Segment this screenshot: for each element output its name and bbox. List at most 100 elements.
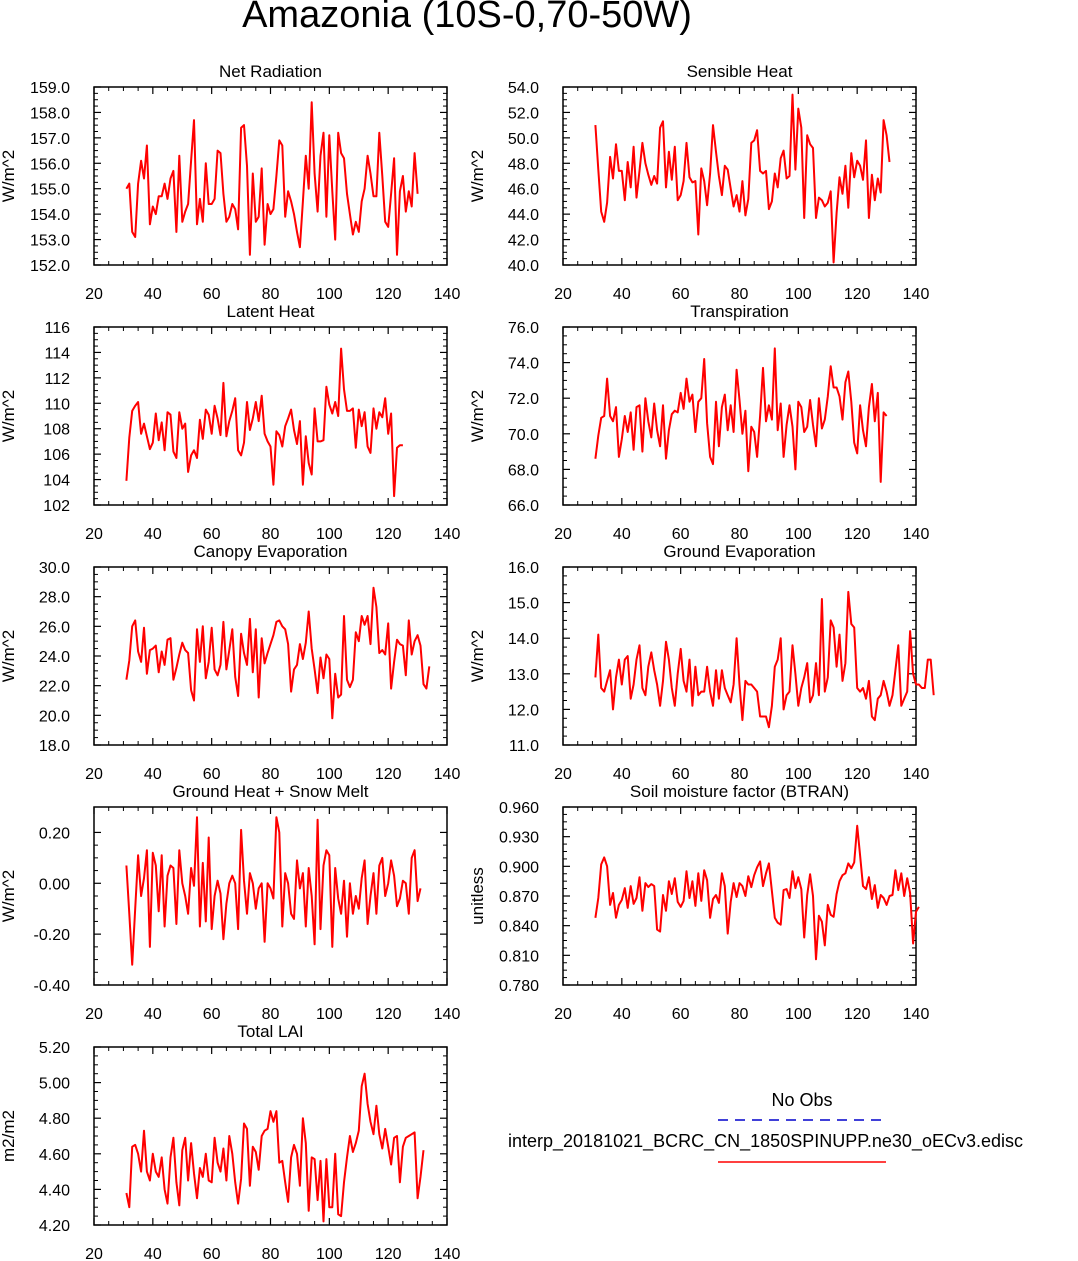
y-tick-label: 104 [43, 473, 70, 490]
x-tick-label: 20 [554, 766, 572, 783]
legend-label-obs: No Obs [771, 1090, 832, 1110]
plot-frame [562, 806, 917, 986]
panel-6: 20 40 60 80 100 120 140 11.0 12.0 13.0 14.0 15.0 16.… [468, 542, 935, 783]
series-line [594, 824, 920, 961]
y-tick-label: 52.0 [508, 105, 539, 122]
x-tick-label: 140 [903, 286, 930, 303]
series-line [594, 347, 888, 483]
panel-5: 20 40 60 80 100 120 140 18.0 20.0 22.0 24.0 26.0 28.… [0, 542, 460, 783]
x-tick-label: 100 [316, 286, 343, 303]
y-tick-label: 54.0 [508, 80, 539, 97]
y-tick-label: 0.870 [499, 889, 539, 906]
series-line [594, 590, 935, 729]
y-tick-label: 68.0 [508, 462, 539, 479]
y-tick-label: 110 [44, 396, 70, 413]
x-tick-label: 100 [785, 526, 812, 543]
y-tick-label: 5.00 [39, 1076, 70, 1093]
series-line [125, 586, 431, 720]
y-tick-label: 11.0 [509, 738, 539, 755]
x-tick-label: 80 [731, 766, 749, 783]
y-tick-label: 16.0 [508, 560, 539, 577]
x-tick-label: 20 [554, 526, 572, 543]
y-tick-label: 4.40 [39, 1182, 70, 1199]
x-tick-label: 80 [262, 1006, 280, 1023]
y-tick-label: 0.900 [499, 859, 539, 876]
series-line [125, 1072, 425, 1223]
x-tick-label: 80 [731, 286, 749, 303]
y-tick-label: 4.20 [39, 1218, 70, 1235]
y-axis-label: W/m^2 [0, 150, 18, 202]
y-tick-label: 66.0 [508, 498, 539, 515]
y-tick-label: 44.0 [508, 207, 539, 224]
x-tick-label: 40 [613, 526, 631, 543]
legend-label-model: interp_20181021_BCRC_CN_1850SPINUPP.ne30… [508, 1131, 1023, 1152]
series-line [125, 101, 419, 256]
y-tick-label: 4.60 [39, 1147, 70, 1164]
x-tick-label: 140 [434, 1246, 461, 1261]
y-tick-label: 155.0 [30, 182, 70, 199]
x-tick-label: 40 [144, 526, 162, 543]
y-tick-label: 50.0 [508, 131, 539, 148]
panel-title: Ground Evaporation [663, 542, 815, 561]
y-tick-label: 152.0 [30, 258, 70, 275]
y-tick-label: 5.20 [39, 1040, 70, 1057]
y-tick-label: 70.0 [508, 427, 539, 444]
x-tick-label: 60 [672, 286, 690, 303]
y-tick-label: 72.0 [508, 391, 539, 408]
panel-7: 20 40 60 80 100 120 140 -0.40 -0.20 0.00 0.20 Groun… [0, 782, 460, 1023]
y-axis-label: W/m^2 [468, 630, 487, 682]
y-tick-label: 22.0 [39, 679, 70, 696]
y-tick-label: 0.00 [39, 876, 70, 893]
x-tick-label: 120 [844, 526, 871, 543]
y-tick-label: 157.0 [30, 131, 70, 148]
x-tick-label: 120 [375, 1246, 402, 1261]
x-tick-label: 100 [785, 766, 812, 783]
y-tick-label: 48.0 [508, 156, 539, 173]
panel-title: Ground Heat + Snow Melt [172, 782, 368, 801]
panel-title: Transpiration [690, 302, 789, 321]
x-tick-label: 60 [672, 766, 690, 783]
x-tick-label: 60 [203, 526, 221, 543]
x-tick-label: 120 [844, 1006, 871, 1023]
y-tick-label: 106 [43, 447, 70, 464]
y-tick-label: 114 [44, 345, 70, 362]
y-tick-label: 116 [44, 320, 70, 337]
x-tick-label: 40 [144, 1006, 162, 1023]
x-tick-label: 60 [203, 1246, 221, 1261]
panel-8: 20 40 60 80 100 120 140 0.780 0.810 0.840 0.870 0.9… [468, 782, 929, 1023]
x-tick-label: 120 [375, 1006, 402, 1023]
panel-title: Net Radiation [219, 62, 322, 81]
y-tick-label: 74.0 [508, 356, 539, 373]
panel-title: Sensible Heat [687, 62, 793, 81]
plot-frame [93, 806, 448, 986]
y-tick-label: 46.0 [508, 182, 539, 199]
y-tick-label: 102 [43, 498, 70, 515]
y-tick-label: 112 [44, 371, 70, 388]
y-tick-label: 28.0 [39, 590, 70, 607]
x-tick-label: 40 [144, 286, 162, 303]
series-line [594, 93, 891, 264]
x-tick-label: 80 [262, 286, 280, 303]
y-tick-label: 159.0 [30, 80, 70, 97]
y-axis-label: W/m^2 [468, 390, 487, 442]
y-axis-label: W/m^2 [0, 870, 18, 922]
y-tick-label: 158.0 [30, 105, 70, 122]
x-tick-label: 120 [844, 286, 871, 303]
y-tick-label: 0.20 [39, 825, 70, 842]
x-tick-label: 60 [203, 1006, 221, 1023]
panel-title: Total LAI [237, 1022, 303, 1041]
y-tick-label: 0.840 [499, 919, 539, 936]
y-axis-label: W/m^2 [0, 390, 18, 442]
x-tick-label: 100 [316, 1246, 343, 1261]
plot-frame [562, 566, 917, 746]
y-tick-label: 42.0 [508, 233, 539, 250]
x-tick-label: 20 [85, 286, 103, 303]
x-tick-label: 140 [434, 766, 461, 783]
x-tick-label: 40 [144, 1246, 162, 1261]
y-tick-label: 76.0 [508, 320, 539, 337]
y-axis-label: m2/m2 [0, 1110, 18, 1162]
y-tick-label: 40.0 [508, 258, 539, 275]
x-tick-label: 120 [375, 526, 402, 543]
x-tick-label: 60 [672, 1006, 690, 1023]
x-tick-label: 100 [316, 1006, 343, 1023]
